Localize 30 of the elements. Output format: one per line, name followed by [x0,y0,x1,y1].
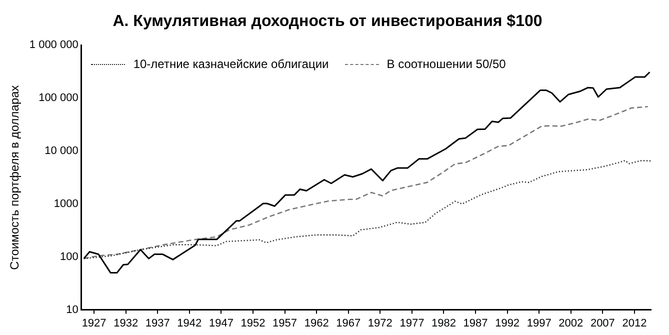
y-tick-label: 1000 [54,198,78,210]
y-axis-title: Стоимость портфеля в долларах [8,85,22,270]
x-tick-label: 2007 [590,317,615,330]
x-tick-label: 1977 [400,317,424,330]
chart-title: А. Кумулятивная доходность от инвестирования $100 [112,13,542,30]
legend-label: 10-летние казначейские облигации [133,57,329,72]
x-tick-label: 1947 [208,317,234,330]
x-tick-label: 1967 [336,317,361,330]
y-tick-label: 100 [60,250,78,263]
y-tick-label: 1 000 000 [29,39,78,52]
y-tick-label: 10 000 [44,145,78,158]
x-tick-label: 1987 [463,317,488,330]
y-tick-label: 100 000 [38,92,78,104]
x-tick-label: 1972 [368,317,392,330]
x-tick-label: 1952 [240,317,266,330]
x-tick-label: 2012 [622,317,647,330]
legend-label: В соотношении 50/50 [386,57,506,72]
y-tick-label: 10 [66,304,78,316]
x-tick-label: 1962 [304,317,329,330]
x-tick-label: 1957 [272,317,298,330]
x-tick-label: 1982 [431,317,456,330]
x-tick-label: 1927 [82,317,106,330]
line-series [83,160,651,260]
x-tick-label: 1997 [526,317,552,330]
x-tick-label: 2002 [558,317,584,330]
line-series [83,106,648,260]
x-tick-label: 1992 [495,317,520,330]
x-tick-label: 1937 [145,317,170,330]
x-tick-label: 1932 [114,317,138,330]
x-tick-label: 1942 [177,317,202,330]
